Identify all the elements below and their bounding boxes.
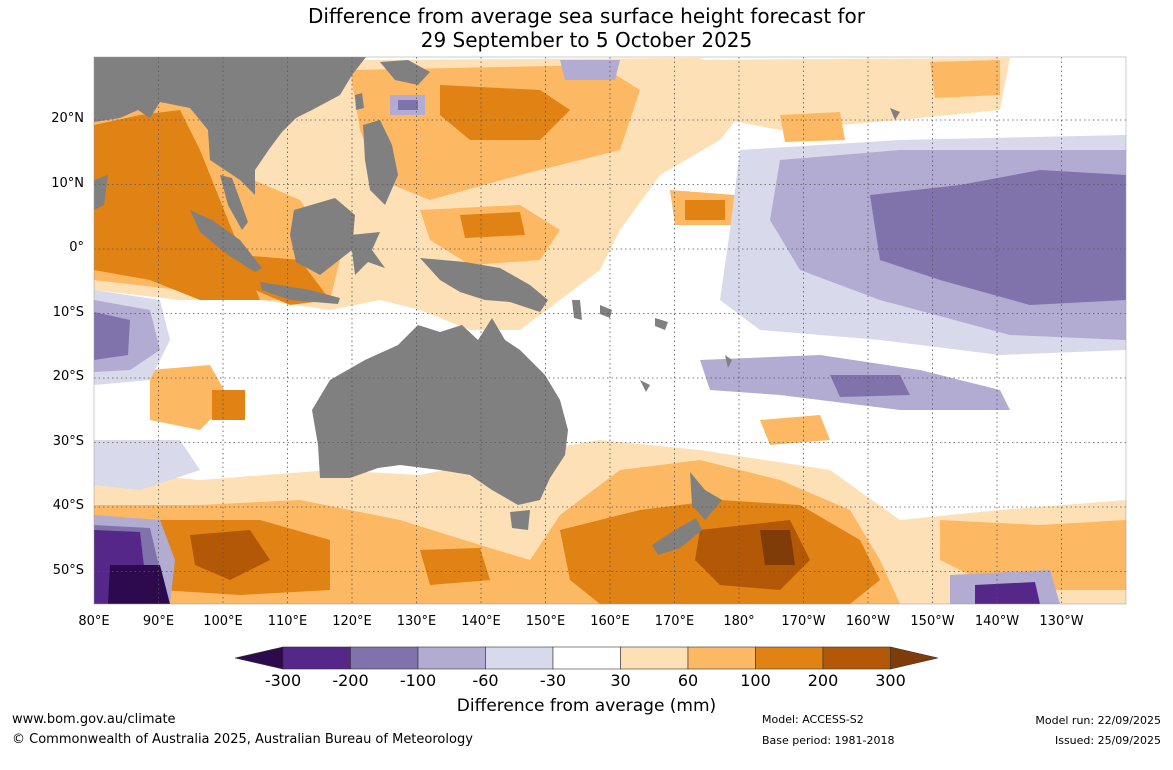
longitude-label: 160°W	[845, 614, 891, 629]
graticule	[94, 57, 1126, 604]
latitude-label: 20°S	[52, 369, 84, 384]
colorbar-tick-label: -100	[399, 671, 437, 690]
anomaly-region	[460, 212, 525, 238]
colorbar-swatch	[350, 646, 419, 670]
land-tasmania	[510, 510, 530, 530]
anomaly-region	[830, 375, 910, 397]
latitude-label: 40°S	[52, 498, 84, 513]
anomaly-region	[212, 390, 245, 420]
copyright-text: © Commonwealth of Australia 2025, Austra…	[12, 732, 473, 747]
colorbar-swatch	[282, 646, 351, 670]
colorbar-max-arrow	[890, 646, 939, 670]
base-period-label: Base period: 1981-2018	[762, 734, 895, 747]
colorbar-swatch	[552, 646, 621, 670]
anomaly-region	[760, 530, 795, 565]
land-arabia-tip	[94, 175, 108, 210]
anomaly-region	[685, 200, 725, 220]
land-australia	[312, 318, 568, 505]
anomaly-region	[440, 85, 570, 140]
land-korea-japan	[380, 60, 430, 85]
colorbar-tick-label: 30	[610, 671, 631, 690]
anomaly-region	[760, 415, 830, 445]
longitude-label: 160°E	[590, 614, 630, 629]
longitude-label: 80°E	[78, 614, 110, 629]
latitude-label: 20°N	[51, 111, 84, 126]
colorbar	[234, 646, 939, 670]
colorbar-swatch	[485, 646, 554, 670]
longitude-label: 110°E	[267, 614, 308, 629]
colorbar-tick-label: -200	[332, 671, 369, 690]
longitude-label: 140°E	[461, 614, 501, 629]
land-sulawesi	[350, 232, 385, 275]
map-title-line1: Difference from average sea surface heig…	[307, 4, 866, 28]
longitude-label: 130°E	[396, 614, 437, 629]
website-link[interactable]: www.bom.gov.au/climate	[12, 712, 176, 727]
anomaly-region	[660, 58, 1010, 130]
longitude-label: 140°W	[974, 614, 1020, 629]
land-new-guinea	[420, 258, 548, 312]
colorbar-swatch	[822, 646, 891, 670]
anomaly-region	[940, 520, 1126, 590]
colorbar-min-arrow	[234, 646, 284, 670]
anomaly-region	[108, 565, 170, 604]
colorbar-tick-label: -60	[472, 671, 499, 690]
anomaly-contours	[94, 58, 1126, 604]
anomaly-region	[94, 110, 260, 300]
longitude-label: 130°W	[1039, 614, 1084, 629]
land-sumatra	[190, 210, 262, 272]
longitude-label: 100°E	[203, 614, 243, 629]
longitude-label: 150°W	[910, 614, 955, 629]
anomaly-region	[94, 312, 130, 360]
longitude-label: 170°E	[654, 614, 695, 629]
land-java	[260, 282, 340, 304]
latitude-label: 0°	[69, 240, 84, 255]
anomaly-region	[870, 170, 1126, 305]
longitude-label: 150°E	[525, 614, 566, 629]
anomaly-region	[190, 530, 270, 580]
colorbar-tick-label: 60	[677, 671, 699, 690]
land	[94, 57, 900, 555]
colorbar-tick-label: 300	[875, 671, 906, 690]
land-new-zealand-south	[652, 518, 702, 555]
land-philippines	[363, 120, 398, 205]
longitude-label: 180°	[723, 614, 755, 629]
colorbar-swatch	[417, 646, 486, 670]
longitude-label: 90°E	[142, 614, 175, 629]
model-label: Model: ACCESS-S2	[762, 713, 864, 726]
colorbar-tick-label: -300	[264, 671, 302, 690]
land-borneo	[290, 198, 355, 275]
issued-label: Issued: 25/09/2025	[1054, 734, 1161, 747]
map-title-line2: 29 September to 5 October 2025	[420, 28, 753, 52]
land-taiwan	[355, 93, 364, 110]
land-new-zealand-north	[690, 472, 722, 520]
longitude-label: 120°E	[332, 614, 372, 629]
land-malay-peninsula	[220, 175, 248, 230]
land-asia	[94, 57, 366, 195]
colorbar-tick-label: 200	[807, 671, 839, 690]
colorbar-tick-label: 100	[740, 671, 771, 690]
colorbar-swatch	[755, 646, 824, 670]
colorbar-swatch	[687, 646, 756, 670]
anomaly-region	[560, 60, 620, 80]
colorbar-swatch	[620, 646, 689, 670]
latitude-label: 10°N	[51, 175, 84, 191]
latitude-label: 30°S	[52, 433, 84, 449]
map-frame	[93, 56, 1127, 605]
latitude-label: 10°S	[52, 304, 84, 320]
anomaly-region	[150, 365, 230, 430]
anomaly-region	[930, 60, 1000, 98]
anomaly-region	[780, 112, 845, 142]
anomaly-region	[94, 440, 200, 490]
model-run-label: Model run: 22/09/2025	[1035, 714, 1161, 727]
anomaly-region	[420, 548, 490, 585]
anomaly-region	[975, 582, 1040, 604]
colorbar-tick-label: -30	[539, 671, 567, 690]
latitude-label: 50°S	[52, 562, 84, 578]
colorbar-title: Difference from average (mm)	[456, 696, 717, 716]
anomaly-region	[398, 100, 418, 110]
longitude-label: 170°W	[781, 614, 826, 629]
